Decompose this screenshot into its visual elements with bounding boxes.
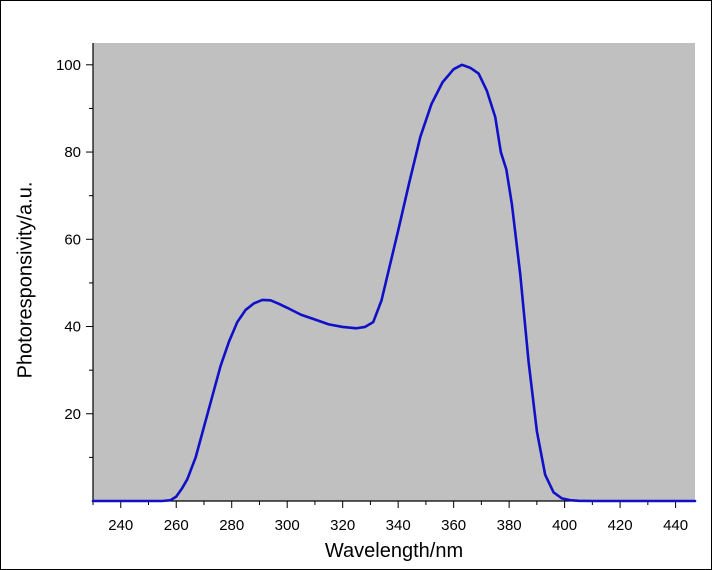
y-tick-label: 20	[64, 406, 81, 423]
x-tick-label: 440	[663, 517, 688, 534]
series-line	[91, 63, 697, 503]
x-tick-label: 300	[275, 517, 300, 534]
x-tick-label: 400	[552, 517, 577, 534]
y-tick-label: 80	[64, 144, 81, 161]
x-tick-label: 320	[330, 517, 355, 534]
y-tick-label: 100	[56, 57, 81, 74]
x-tick-label: 360	[441, 517, 466, 534]
y-axis-title: Photoresponsivity/a.u.	[14, 182, 36, 379]
y-tick-label: 60	[64, 231, 81, 248]
y-tick-label: 40	[64, 319, 81, 336]
x-axis-title: Wavelength/nm	[325, 540, 463, 562]
x-axis: 240 260 280 300 320 340 360 380 400 420 440	[92, 500, 695, 534]
x-tick-label: 420	[608, 517, 633, 534]
x-tick-label: 340	[386, 517, 411, 534]
x-tick-label: 280	[219, 517, 244, 534]
x-tick-label: 240	[108, 517, 133, 534]
y-axis: 20 40 60 80 100	[56, 43, 94, 501]
x-tick-label: 380	[497, 517, 522, 534]
plot-area	[93, 43, 695, 501]
x-tick-label: 260	[164, 517, 189, 534]
